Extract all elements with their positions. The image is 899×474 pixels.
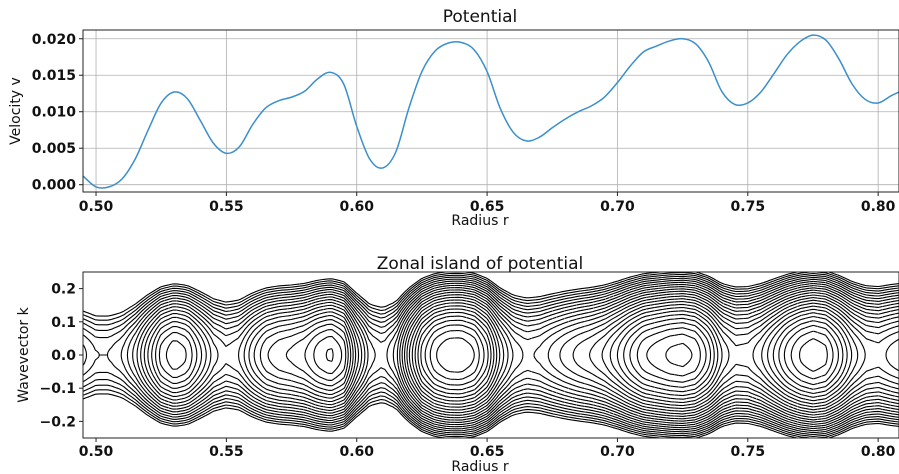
contour-line-positive [83, 276, 899, 434]
tick-group: 0.50 0.55 0.60 0.65 0.70 0.75 0.80 0.2 0.1 0.0 −0.… [39, 282, 895, 460]
x-tick-label: 0.75 [731, 199, 766, 215]
y-tick-label: −0.2 [39, 414, 76, 430]
contour-line-negative [165, 305, 899, 405]
y-tick-label: −0.1 [39, 381, 76, 397]
contour-line-negative [313, 312, 853, 398]
contour-line-negative [304, 308, 859, 402]
x-axis-label: Radius r [451, 213, 508, 229]
y-axis-label: Wavevector k [16, 306, 32, 402]
chart-title: Potential [443, 7, 517, 27]
x-tick-label: 0.60 [339, 444, 374, 460]
y-tick-label: 0.005 [32, 141, 76, 157]
y-tick-label: 0.020 [32, 32, 77, 48]
contour-line-negative [126, 282, 899, 428]
x-tick-label: 0.75 [731, 444, 766, 460]
series-group [82, 34, 899, 189]
contour-line-positive [83, 272, 899, 438]
x-tick-label: 0.50 [79, 199, 114, 215]
contour-line-negative [424, 320, 844, 390]
contour-line-negative [325, 315, 848, 395]
contour-line-negative [158, 302, 899, 408]
contour-line-negative [665, 338, 828, 372]
contour-line-negative [140, 289, 899, 421]
x-axis-label: Radius r [451, 459, 508, 474]
x-tick-label: 0.65 [470, 444, 505, 460]
contour-line-positive [83, 272, 899, 438]
zonal-island-chart: Zonal island of potential 0.50 0.55 0.60 0.… [16, 254, 899, 474]
contour-line-negative [83, 280, 899, 430]
contour-line-negative [147, 294, 899, 416]
y-tick-label: 0.0 [51, 348, 76, 364]
x-tick-label: 0.55 [209, 199, 244, 215]
plot-frame [82, 29, 899, 193]
contour-line-negative [151, 296, 899, 414]
chart-title: Zonal island of potential [377, 254, 583, 274]
y-axis-label: Velocity v [8, 77, 24, 145]
contour-line-negative [143, 291, 899, 419]
tick-group: 0.50 0.55 0.60 0.65 0.70 0.75 0.80 0.000 0.005 0.… [32, 32, 896, 215]
x-tick-label: 0.50 [79, 444, 114, 460]
contour-line-positive [83, 272, 899, 438]
x-tick-label: 0.60 [339, 199, 374, 215]
contour-line-negative [429, 324, 839, 386]
potential-chart: Potential 0.50 0.55 0.60 0.65 0.70 0.75 0.800.… [8, 7, 899, 229]
x-tick-label: 0.70 [600, 444, 635, 460]
contour-line-negative [155, 299, 899, 411]
grid-lines [83, 30, 899, 192]
y-tick-label: 0.1 [51, 315, 76, 331]
contour-line-negative [132, 285, 899, 425]
contour-line-negative [136, 287, 899, 423]
contour-line-negative [436, 330, 834, 380]
x-tick-label: 0.65 [470, 199, 505, 215]
contour-line-positive [83, 274, 899, 436]
y-tick-label: 0.015 [32, 68, 76, 84]
y-tick-label: 0.010 [32, 105, 77, 121]
contour-line-positive [83, 278, 899, 432]
y-tick-label: 0.2 [51, 282, 76, 298]
series-line-velocity [82, 34, 899, 189]
x-tick-label: 0.80 [861, 199, 896, 215]
x-tick-label: 0.55 [209, 444, 244, 460]
x-tick-label: 0.80 [861, 444, 896, 460]
y-tick-label: 0.000 [32, 178, 77, 194]
contour-group [83, 272, 899, 438]
x-tick-label: 0.70 [600, 199, 635, 215]
